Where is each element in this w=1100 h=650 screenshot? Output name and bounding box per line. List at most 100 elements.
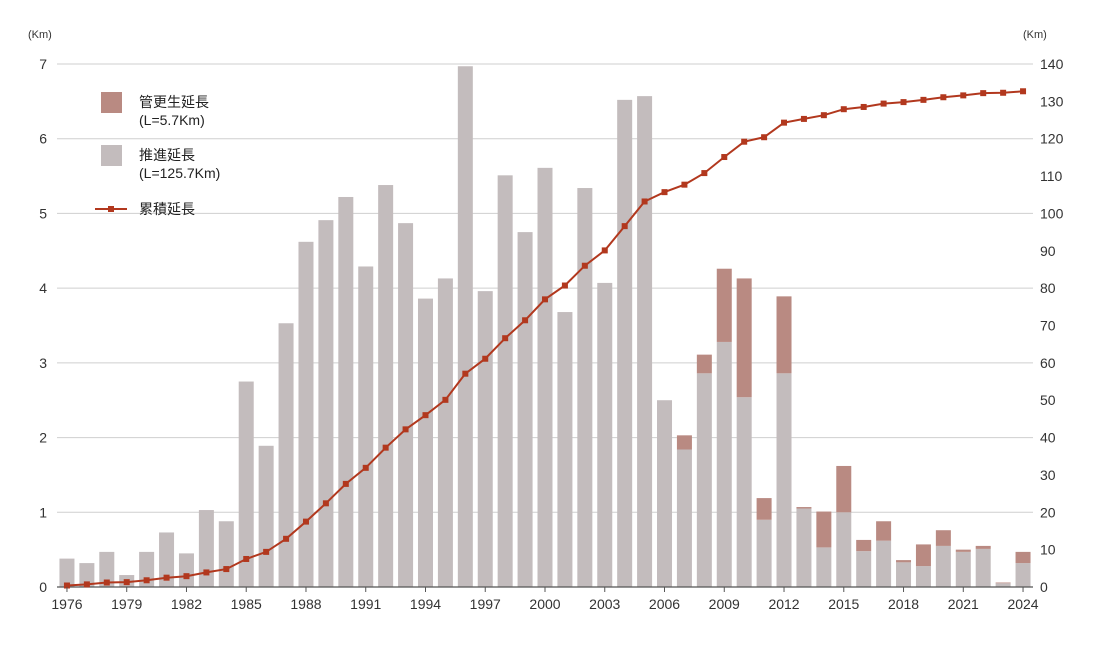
bar-jacking [517,232,533,587]
bar-jacking [218,521,234,587]
bar-jacking [896,562,912,587]
legend-label-jacking: 推進延長 [139,147,195,163]
axes: 0123456701020304050607080901001101201301… [39,56,1063,612]
bar-jacking [617,99,633,587]
cumulative-point [721,154,728,161]
cumulative-point [920,96,927,103]
cumulative-point [322,500,329,507]
x-tick-label: 1979 [111,596,142,612]
bar-jacking [836,512,852,587]
bar-jacking [198,510,214,587]
cumulative-point [342,480,349,487]
cumulative-point [840,106,847,113]
bar-rehab [856,539,872,552]
bar-jacking [457,66,473,587]
bar-jacking [79,563,95,587]
legend-swatch-jacking [101,145,122,166]
bar-jacking [756,519,772,587]
y-left-tick-label: 1 [39,504,47,520]
bar-rehab [876,521,892,541]
cumulative-point [940,94,947,101]
cumulative-point [581,262,588,269]
y-right-tick-label: 130 [1040,93,1064,109]
y-left-tick-label: 3 [39,355,47,371]
bar-jacking [915,566,931,587]
bar-jacking [338,196,354,587]
bar-jacking [178,553,194,587]
cumulative-point [781,119,788,126]
legend-label-jacking-length: (L=125.7Km) [139,165,220,181]
bar-jacking [637,96,653,588]
bar-rehab [935,530,951,546]
cumulative-point [900,99,907,106]
cumulative-point [422,412,429,419]
bar-jacking [318,220,334,587]
bar-rehab [676,435,692,450]
y-right-tick-label: 40 [1040,430,1056,446]
bar-rehab [995,582,1011,584]
cumulative-point [442,396,449,403]
cumulative-point [103,579,110,586]
cumulative-point [800,115,807,122]
bar-jacking [298,241,314,587]
cumulative-point [163,574,170,581]
bar-jacking [437,278,453,587]
bar-jacking [796,508,812,587]
cumulative-point [820,112,827,119]
bar-jacking [577,188,593,588]
cumulative-point [860,103,867,110]
cumulative-point [661,189,668,196]
bar-jacking [417,298,433,587]
x-tick-label: 1988 [290,596,321,612]
x-tick-label: 2021 [948,596,979,612]
x-tick-label: 1997 [470,596,501,612]
bars [59,66,1031,588]
bar-jacking [597,282,613,587]
cumulative-point [203,569,210,576]
bar-rehab [836,465,852,513]
bar-jacking [1015,563,1031,587]
y-right-tick-label: 20 [1040,504,1056,520]
y-left-tick-label: 7 [39,56,47,72]
y-right-tick-label: 140 [1040,56,1064,72]
cumulative-point [741,138,748,145]
bar-jacking [238,381,254,587]
cumulative-point [960,92,967,99]
bar-jacking [59,558,75,587]
cumulative-point [183,573,190,580]
legend: 管更生延長 (L=5.7Km) 推進延長 (L=125.7Km) 累積延長 [95,92,220,217]
bar-rehab [975,545,991,549]
bar-jacking [676,449,692,587]
cumulative-point [302,518,309,525]
bar-jacking [278,323,294,587]
x-tick-label: 2003 [589,596,620,612]
y-right-tick-label: 90 [1040,243,1056,259]
cumulative-point [502,335,509,342]
y-right-tick-label: 70 [1040,318,1056,334]
x-tick-label: 2015 [828,596,859,612]
cumulative-point [462,370,469,377]
cumulative-point [542,296,548,303]
bar-rehab [776,296,792,374]
bar-jacking [477,291,493,587]
bar-jacking [736,397,752,587]
bar-jacking [358,266,374,587]
legend-label-cumulative: 累積延長 [139,201,195,217]
right-axis-unit: (Km) [1023,29,1047,41]
y-right-tick-label: 0 [1040,579,1048,595]
legend-label-rehab-length: (L=5.7Km) [139,112,205,128]
x-tick-label: 1994 [410,596,441,612]
bar-jacking [696,373,712,587]
bar-rehab [716,268,732,342]
cumulative-point [601,247,608,254]
bar-jacking [398,223,414,588]
x-tick-label: 2024 [1007,596,1038,612]
y-left-tick-label: 6 [39,131,47,147]
y-right-tick-label: 60 [1040,355,1056,371]
y-right-tick-label: 10 [1040,542,1056,558]
cumulative-point [63,582,70,589]
bar-jacking [497,175,513,587]
bar-jacking [537,167,553,588]
x-tick-label: 1985 [231,596,262,612]
